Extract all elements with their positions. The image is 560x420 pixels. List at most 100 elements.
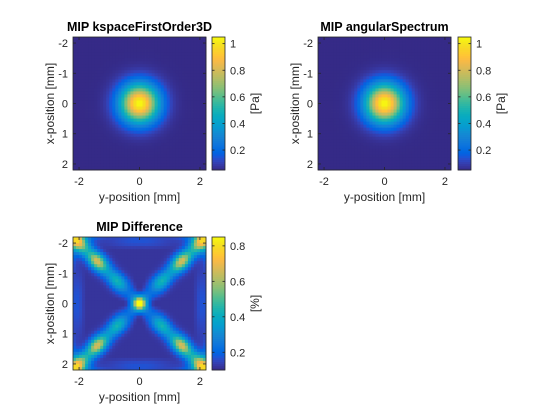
heatmap-cell — [100, 145, 104, 150]
heatmap-cell — [324, 88, 328, 92]
heatmap-cell — [115, 118, 119, 123]
heatmap-cell — [330, 97, 334, 101]
heatmap-cell — [106, 288, 110, 292]
heatmap-cell — [106, 166, 110, 171]
heatmap-cell — [432, 94, 437, 98]
heatmap-cell — [130, 163, 134, 168]
heatmap-cell — [375, 46, 379, 50]
heatmap-cell — [381, 67, 385, 71]
heatmap-cell — [82, 52, 86, 56]
heatmap-cell — [363, 166, 367, 171]
heatmap-cell — [181, 82, 186, 86]
heatmap-cell — [375, 37, 379, 41]
heatmap-cell — [187, 243, 192, 247]
heatmap-cell — [381, 55, 385, 59]
heatmap-cell — [175, 79, 180, 83]
heatmap-cell — [369, 88, 373, 92]
heatmap-cell — [172, 249, 177, 253]
heatmap-cell — [82, 237, 86, 241]
heatmap-cell — [124, 154, 128, 159]
heatmap-cell — [441, 37, 446, 41]
heatmap-cell — [118, 79, 122, 83]
heatmap-cell — [366, 91, 370, 95]
heatmap-cell — [181, 282, 186, 286]
heatmap-cell — [330, 136, 334, 141]
heatmap-cell — [115, 151, 119, 156]
heatmap-cell — [112, 258, 116, 262]
heatmap-cell — [166, 37, 171, 41]
heatmap-cell — [190, 37, 195, 41]
heatmap-cell — [339, 97, 343, 101]
heatmap-cell — [381, 70, 385, 74]
heatmap-cell — [76, 142, 80, 147]
heatmap-cell — [73, 255, 77, 259]
heatmap-cell — [184, 67, 189, 71]
heatmap-cell — [88, 145, 92, 150]
heatmap-cell — [351, 79, 355, 83]
heatmap-cell — [94, 160, 98, 165]
heatmap-cell — [402, 139, 407, 144]
heatmap-cell — [372, 112, 376, 116]
heatmap-cell — [447, 88, 452, 92]
heatmap-cell — [136, 70, 140, 74]
heatmap-cell — [124, 157, 128, 162]
heatmap-cell — [360, 130, 364, 135]
heatmap-cell — [145, 37, 149, 41]
heatmap-cell — [193, 112, 198, 116]
heatmap-cell — [73, 249, 77, 253]
heatmap-cell — [124, 160, 128, 165]
heatmap-cell — [163, 121, 168, 126]
heatmap-cell — [417, 142, 422, 147]
colorbar-segment — [458, 39, 471, 42]
heatmap-cell — [169, 130, 174, 135]
heatmap-cell — [175, 67, 180, 71]
heatmap-cell — [420, 121, 425, 126]
heatmap-cell — [91, 58, 95, 62]
heatmap-cell — [390, 115, 394, 120]
heatmap-cell — [396, 100, 401, 104]
x-axis-label: y-position [mm] — [344, 190, 425, 204]
y-tick-label: 1 — [62, 129, 68, 141]
heatmap-cell — [91, 40, 95, 44]
heatmap-cell — [366, 46, 370, 50]
heatmap-cell — [97, 267, 101, 271]
heatmap-cell — [175, 106, 180, 110]
colorbar-segment — [212, 80, 225, 84]
heatmap-cell — [124, 82, 128, 86]
heatmap-cell — [91, 52, 95, 56]
heatmap-cell — [121, 67, 125, 71]
heatmap-cell — [139, 240, 143, 244]
heatmap-cell — [145, 145, 149, 150]
heatmap-cell — [345, 106, 349, 110]
heatmap-cell — [109, 237, 113, 241]
heatmap-cell — [202, 61, 207, 65]
heatmap-cell — [196, 237, 201, 241]
heatmap-cell — [133, 258, 137, 262]
heatmap-cell — [390, 79, 394, 83]
heatmap-cell — [82, 240, 86, 244]
heatmap-cell — [202, 133, 207, 138]
heatmap-cell — [414, 91, 419, 95]
heatmap-cell — [157, 166, 162, 171]
heatmap-cell — [333, 142, 337, 147]
heatmap-cell — [327, 64, 331, 68]
heatmap-cell — [118, 52, 122, 56]
heatmap-cell — [351, 163, 355, 168]
heatmap-cell — [426, 151, 431, 156]
heatmap-cell — [199, 273, 204, 277]
heatmap-cell — [339, 127, 343, 132]
heatmap-cell — [73, 94, 77, 98]
heatmap-cell — [366, 73, 370, 77]
heatmap-cell — [348, 133, 352, 138]
heatmap-cell — [130, 106, 134, 110]
heatmap-cell — [139, 273, 143, 277]
heatmap-cell — [172, 97, 177, 101]
heatmap-cell — [124, 115, 128, 120]
heatmap-cell — [360, 58, 364, 62]
heatmap-cell — [148, 264, 152, 268]
heatmap-cell — [166, 282, 171, 286]
heatmap-cell — [411, 52, 416, 56]
heatmap-cell — [408, 148, 413, 153]
heatmap-cell — [133, 133, 137, 138]
heatmap-cell — [444, 85, 449, 89]
